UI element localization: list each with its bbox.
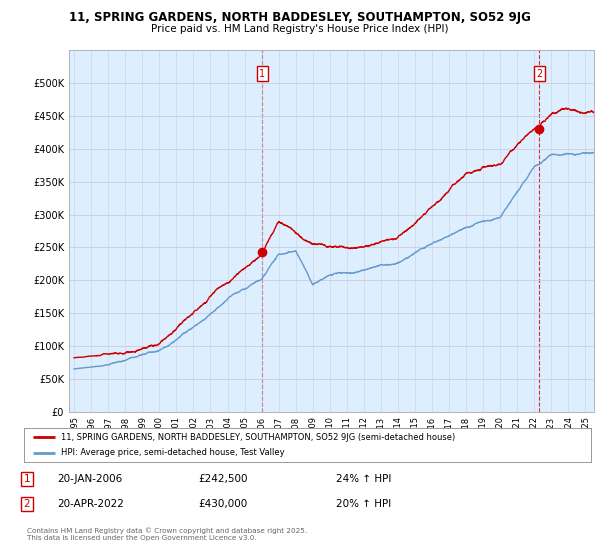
Text: £242,500: £242,500 (198, 474, 248, 484)
Text: Price paid vs. HM Land Registry's House Price Index (HPI): Price paid vs. HM Land Registry's House … (151, 24, 449, 34)
Text: 2: 2 (536, 69, 542, 79)
Text: 11, SPRING GARDENS, NORTH BADDESLEY, SOUTHAMPTON, SO52 9JG: 11, SPRING GARDENS, NORTH BADDESLEY, SOU… (69, 11, 531, 24)
Text: 1: 1 (259, 69, 266, 79)
Text: 24% ↑ HPI: 24% ↑ HPI (336, 474, 391, 484)
Text: 20-JAN-2006: 20-JAN-2006 (57, 474, 122, 484)
Text: HPI: Average price, semi-detached house, Test Valley: HPI: Average price, semi-detached house,… (61, 449, 284, 458)
Text: 11, SPRING GARDENS, NORTH BADDESLEY, SOUTHAMPTON, SO52 9JG (semi-detached house): 11, SPRING GARDENS, NORTH BADDESLEY, SOU… (61, 433, 455, 442)
Text: 20-APR-2022: 20-APR-2022 (57, 499, 124, 509)
Text: 2: 2 (23, 499, 31, 509)
Text: 1: 1 (23, 474, 31, 484)
Text: £430,000: £430,000 (198, 499, 247, 509)
Text: Contains HM Land Registry data © Crown copyright and database right 2025.
This d: Contains HM Land Registry data © Crown c… (27, 528, 307, 541)
Text: 20% ↑ HPI: 20% ↑ HPI (336, 499, 391, 509)
